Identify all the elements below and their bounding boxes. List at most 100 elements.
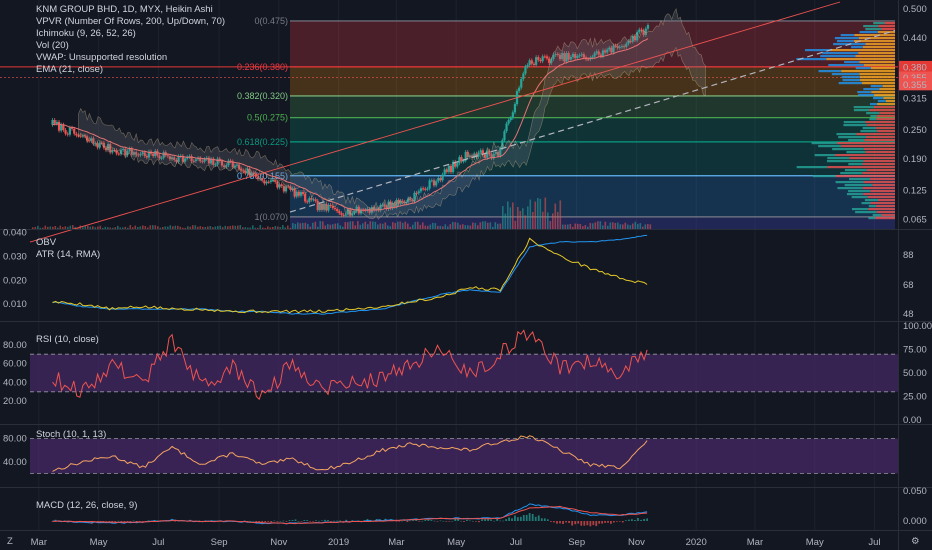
vpvr-bar-up — [870, 115, 877, 118]
vpvr-bar-up — [844, 61, 860, 64]
price-badge[interactable] — [899, 78, 932, 91]
obv-pane[interactable] — [52, 234, 648, 315]
candle-body — [513, 104, 517, 113]
macd-histogram-bar — [496, 518, 499, 521]
candle-body — [483, 154, 487, 158]
vpvr-bar-down — [862, 187, 895, 190]
candle-body — [430, 180, 433, 182]
vpvr-bar-down — [876, 118, 895, 121]
ema-line — [52, 38, 649, 211]
price-tick-label: 0.250 — [903, 125, 927, 136]
candle-body — [481, 150, 484, 155]
time-tick-label: Jul — [510, 537, 522, 548]
volume-bar — [452, 221, 454, 229]
macd-histogram-bar — [243, 520, 246, 522]
macd-histogram-bar — [490, 519, 493, 521]
vpvr-bar-down — [871, 91, 895, 94]
candle-body — [439, 178, 442, 181]
macd-histogram-bar — [571, 521, 574, 526]
vpvr-bar-down — [865, 121, 895, 124]
candle-body — [342, 214, 345, 216]
rsi-right-tick: 25.00 — [903, 392, 927, 403]
macd-histogram-bar — [640, 519, 642, 521]
macd-histogram-bar — [93, 521, 96, 522]
main-price-pane[interactable]: 0(0.475)0.236(0.380)0.382(0.320)0.5(0.27… — [0, 1, 898, 243]
macd-histogram-bar — [546, 519, 549, 521]
volume-bar — [154, 225, 157, 229]
macd-histogram-bar — [132, 520, 135, 522]
macd-histogram-bar — [634, 519, 636, 521]
volume-bar — [572, 226, 574, 229]
candle-body — [83, 135, 87, 137]
candle-body — [631, 36, 634, 42]
candle-body — [199, 158, 202, 162]
macd-histogram-bar — [282, 520, 285, 522]
price-badge[interactable] — [899, 60, 932, 73]
vpvr-bar-down — [866, 169, 895, 172]
volume-bar — [574, 223, 577, 229]
macd-histogram-bar — [553, 521, 555, 523]
volume-bar — [467, 225, 469, 229]
candle-body — [550, 59, 553, 63]
stoch-pane[interactable] — [30, 435, 898, 474]
candle-body — [62, 124, 65, 130]
vpvr-bar-up — [796, 166, 828, 169]
candle-body — [428, 180, 431, 189]
volume-bar — [292, 223, 294, 229]
candle-body — [595, 51, 598, 54]
trend-line-upper[interactable] — [29, 1, 841, 243]
candle-body — [437, 178, 440, 182]
volume-bar — [544, 197, 547, 229]
volume-bar — [509, 207, 512, 229]
macd-histogram-bar — [400, 520, 403, 522]
time-tick-label: Nov — [270, 537, 287, 548]
volume-bar — [164, 226, 167, 229]
rsi-pane[interactable] — [30, 329, 898, 401]
rsi-right-tick: 50.00 — [903, 368, 927, 379]
candle-body — [212, 158, 215, 165]
settings-gear-icon[interactable]: ⚙ — [911, 536, 920, 547]
vpvr-bar-down — [863, 181, 895, 184]
legend-ema: EMA (21, close) — [36, 64, 103, 75]
macd-histogram-bar — [549, 521, 552, 522]
candle-body — [229, 160, 232, 162]
volume-bar — [147, 227, 149, 229]
candle-body — [552, 55, 555, 60]
candle-body — [90, 138, 93, 141]
candle-body — [276, 181, 279, 188]
price-axis[interactable]: 0.500 0.440 0.380 0.315 0.250 0.190 0.125 0.065… — [3, 4, 932, 527]
fib-zone — [290, 141, 895, 176]
volume-bar — [579, 223, 582, 229]
obv-tick-label: 0.030 — [3, 251, 27, 262]
volume-bar — [249, 227, 252, 229]
candle-body — [147, 151, 151, 158]
volume-bar — [157, 226, 159, 229]
macd-histogram-bar — [643, 518, 645, 521]
macd-histogram-bar — [514, 515, 516, 521]
volume-bar — [294, 223, 297, 229]
volume-bar — [87, 225, 89, 229]
vpvr-bar-down — [879, 112, 895, 115]
volume-bar — [227, 226, 229, 229]
volume-bar — [479, 222, 482, 229]
vpvr-bar-down — [870, 202, 895, 205]
volume-bar — [112, 227, 114, 229]
vpvr-bar-up — [868, 217, 876, 220]
z-icon[interactable]: Z — [7, 536, 13, 547]
macd-pane[interactable] — [51, 503, 649, 527]
macd-title: MACD (12, 26, close, 9) — [36, 500, 137, 511]
trend-line-dashed[interactable] — [289, 30, 896, 213]
candle-body — [68, 127, 71, 135]
vpvr-bar-up — [843, 121, 866, 124]
vpvr-bar-down — [858, 37, 895, 40]
volume-bar — [52, 226, 54, 229]
macd-histogram-bar — [315, 520, 317, 521]
volume-bar — [584, 225, 587, 229]
time-axis[interactable]: Mar May Jul Sep Nov 2019 Mar May Jul Sep Nov 2020 Ma… — [31, 537, 881, 548]
fib-level-label: 0.5(0.275) — [247, 113, 288, 123]
macd-histogram-bar — [294, 519, 297, 521]
vpvr-bar-down — [865, 43, 895, 46]
macd-histogram-bar — [583, 521, 586, 526]
